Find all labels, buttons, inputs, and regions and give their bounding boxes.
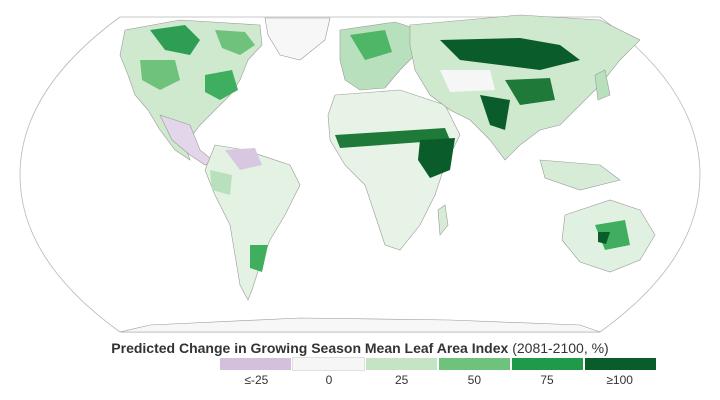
legend-label: ≤-25 [244,373,269,387]
legend-label: 0 [325,373,333,387]
legend-label: 50 [467,373,481,387]
legend-swatch [292,357,365,371]
greenland [264,17,331,61]
legend-swatch [585,358,656,370]
world-map [19,14,701,333]
legend-label: 75 [540,373,554,387]
indonesia [539,159,621,191]
legend-swatch [366,358,437,370]
legend-title: Predicted Change in Growing Season Mean … [0,340,720,356]
japan [594,69,611,101]
legend-title-sub: (2081-2100, %) [512,340,609,356]
antarctica [119,317,601,333]
legend-swatch [220,358,291,370]
madagascar [437,204,449,236]
legend-title-main: Predicted Change in Growing Season Mean … [111,340,509,356]
legend-swatch [512,358,583,370]
legend-label: 25 [394,373,409,387]
landmasses [119,14,656,333]
legend-color-scale [220,357,656,371]
legend-label: ≥100 [606,373,633,387]
legend-swatch [439,358,510,370]
